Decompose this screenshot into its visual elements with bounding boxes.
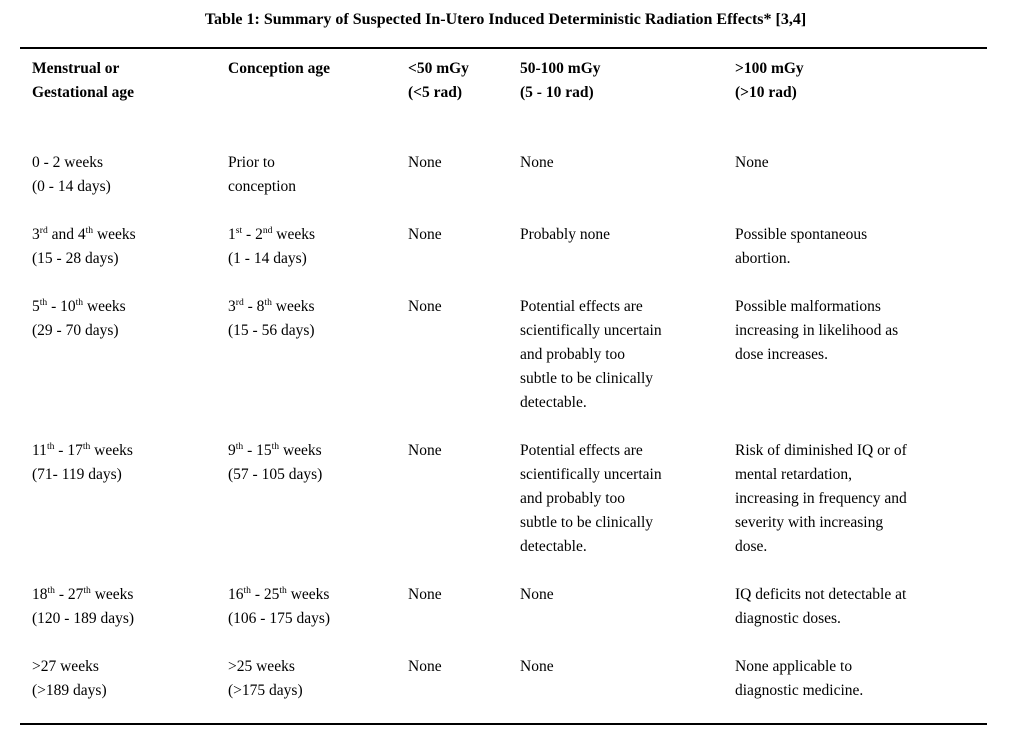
table-body: 0 - 2 weeks (0 - 14 days) Prior to concepti… <box>20 151 987 724</box>
ordinal-superscript: rd <box>39 224 48 236</box>
ordinal-superscript: rd <box>235 296 244 308</box>
table-cell-r0-c4: None <box>735 153 769 171</box>
header-cell-0: Menstrual or Gestational age <box>32 59 135 101</box>
table-cell-r3-c0: 11th - 17th weeks (71- 119 days) <box>32 440 133 483</box>
header-cell-3: 50-100 mGy (5 - 10 rad) <box>520 59 601 101</box>
table-cell-r4-c0: 18th - 27th weeks (120 - 189 days) <box>32 584 135 627</box>
table-cell-r2-c2: None <box>408 297 442 315</box>
ordinal-superscript: th <box>279 584 287 596</box>
table-cell-r2-c4: Possible malformations increasing in like… <box>735 297 899 363</box>
table-cell-r4-c3: None <box>520 585 554 603</box>
table-cell-r2-c3: Potential effects are scientifically unce… <box>520 297 662 411</box>
table-cell-r0-c1: Prior to conception <box>228 153 297 195</box>
table-cell-r1-c4: Possible spontaneous abortion. <box>735 225 868 267</box>
ordinal-superscript: th <box>83 584 91 596</box>
ordinal-superscript: th <box>243 584 251 596</box>
ordinal-superscript: th <box>271 440 280 452</box>
table-cell-r0-c3: None <box>520 153 554 171</box>
ordinal-superscript: th <box>75 296 84 308</box>
table-row-5: >27 weeks (>189 days) >25 weeks (>175 days)… <box>20 655 987 724</box>
ordinal-superscript: th <box>47 584 55 596</box>
table-cell-r3-c3: Potential effects are scientifically unce… <box>520 441 662 555</box>
table-row-3: 11th - 17th weeks (71- 119 days) 9th - 15t… <box>20 439 987 583</box>
ordinal-superscript: th <box>85 224 94 236</box>
table-cell-r3-c2: None <box>408 441 442 459</box>
table-cell-r4-c1: 16th - 25th weeks (106 - 175 days) <box>228 584 331 627</box>
table-cell-r5-c3: None <box>520 657 554 675</box>
table-row-0: 0 - 2 weeks (0 - 14 days) Prior to concepti… <box>20 151 987 223</box>
table-cell-r5-c4: None applicable to diagnostic medicine. <box>735 657 864 699</box>
table-row-2: 5th - 10th weeks (29 - 70 days) 3rd - 8th … <box>20 295 987 439</box>
table-cell-r1-c0: 3rd and 4th weeks (15 - 28 days) <box>32 224 136 267</box>
header-cell-1: Conception age <box>228 59 331 77</box>
table-row-1: 3rd and 4th weeks (15 - 28 days) 1st - 2nd… <box>20 223 987 295</box>
table-cell-r1-c2: None <box>408 225 442 243</box>
header-cell-4: >100 mGy (>10 rad) <box>735 59 804 101</box>
table-cell-r5-c1: >25 weeks (>175 days) <box>228 657 303 699</box>
table-cell-r1-c3: Probably none <box>520 225 610 243</box>
table-cell-r3-c1: 9th - 15th weeks (57 - 105 days) <box>228 440 323 483</box>
table-cell-r4-c4: IQ deficits not detectable at diagnostic … <box>735 585 907 627</box>
table-cell-r2-c1: 3rd - 8th weeks (15 - 56 days) <box>228 296 315 339</box>
ordinal-superscript: th <box>46 440 55 452</box>
ordinal-superscript: st <box>235 224 243 236</box>
table-cell-r0-c0: 0 - 2 weeks (0 - 14 days) <box>32 153 111 195</box>
table-cell-r3-c4: Risk of diminished IQ or of mental retard… <box>735 441 907 555</box>
table-row-4: 18th - 27th weeks (120 - 189 days) 16th - … <box>20 583 987 655</box>
table-cell-r0-c2: None <box>408 153 442 171</box>
table-header-row: Menstrual or Gestational age Conception ag… <box>20 48 987 151</box>
table-cell-r5-c0: >27 weeks (>189 days) <box>32 657 107 699</box>
ordinal-superscript: th <box>39 296 48 308</box>
table-cell-r2-c0: 5th - 10th weeks (29 - 70 days) <box>32 296 126 339</box>
ordinal-superscript: th <box>235 440 244 452</box>
table-cell-r1-c1: 1st - 2nd weeks (1 - 14 days) <box>228 224 316 267</box>
table-title: Table 1: Summary of Suspected In-Utero I… <box>204 11 807 28</box>
header-cell-2: <50 mGy (<5 rad) <box>408 59 469 101</box>
radiation-effects-table: Menstrual or Gestational age Conception ag… <box>20 46 987 725</box>
table-head: Menstrual or Gestational age Conception ag… <box>20 48 987 151</box>
table-cell-r4-c2: None <box>408 585 442 603</box>
table-cell-r5-c2: None <box>408 657 442 675</box>
ordinal-superscript: th <box>82 440 91 452</box>
ordinal-superscript: th <box>264 296 272 308</box>
ordinal-superscript: nd <box>262 224 273 236</box>
